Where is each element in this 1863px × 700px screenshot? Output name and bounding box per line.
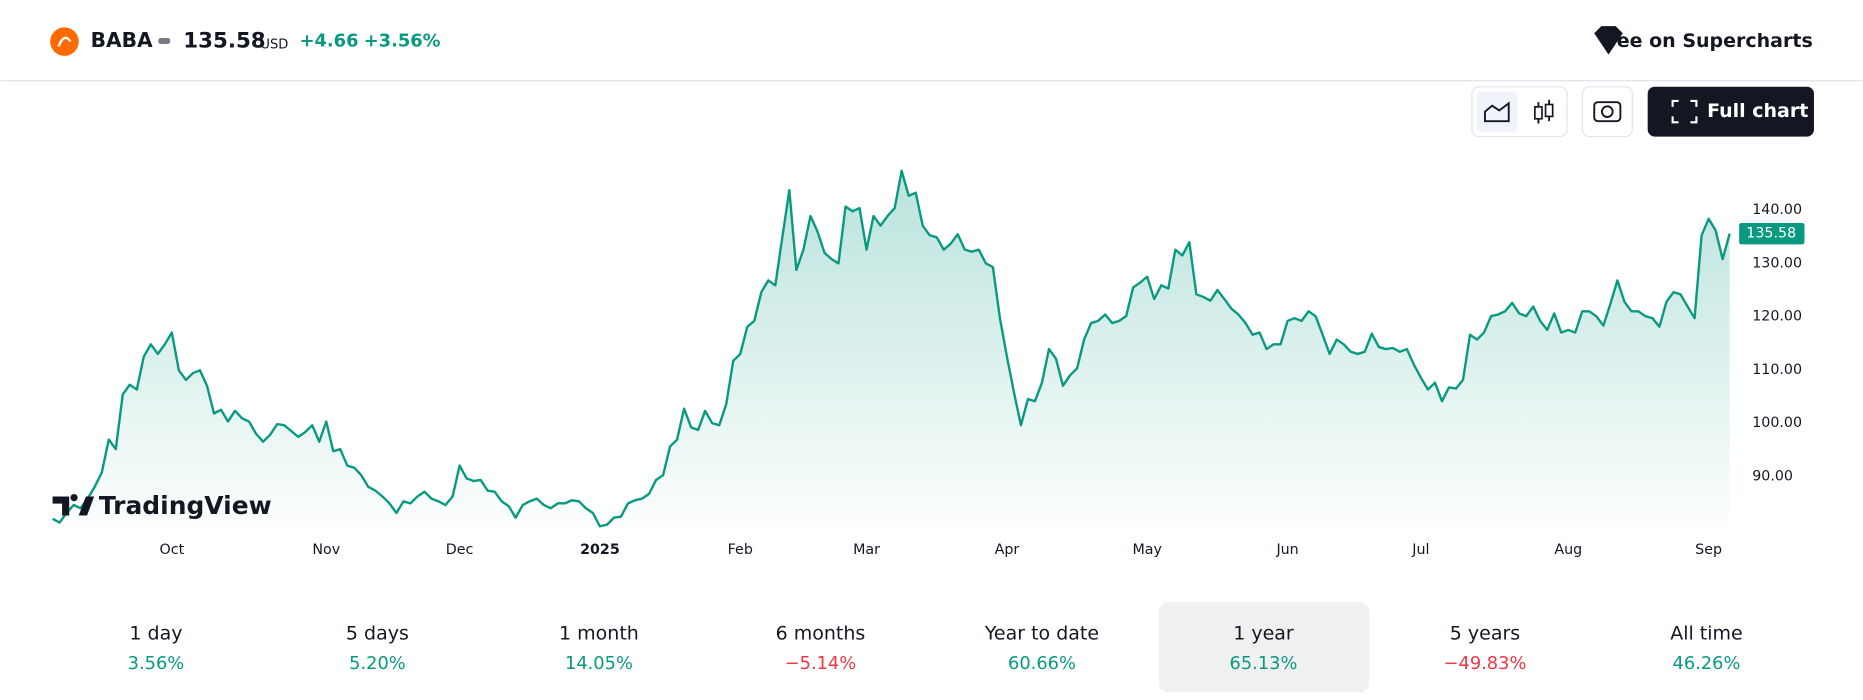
last-price-label: 135.58 xyxy=(1746,226,1796,242)
y-tick-label: 90.00 xyxy=(1752,468,1793,484)
plot: 90.00 100.00 110.00 120.00 130.00 140.00 Oct No… xyxy=(52,169,1805,558)
period-button[interactable] xyxy=(51,602,261,692)
period-button[interactable] xyxy=(716,602,926,692)
period-selected xyxy=(1158,602,1370,693)
change-percent: +3.56% xyxy=(364,31,441,52)
period-change: 60.66% xyxy=(1008,653,1076,674)
snapshot-button[interactable] xyxy=(1581,86,1633,138)
camera-icon xyxy=(1593,101,1622,123)
supercharts-icon[interactable] xyxy=(1594,26,1623,55)
x-tick-label: May xyxy=(1133,542,1163,558)
line-style-button[interactable] xyxy=(1476,91,1518,132)
period-change: −49.83% xyxy=(1444,653,1527,674)
camera-lens xyxy=(1601,105,1614,118)
x-tick-label: Mar xyxy=(853,542,880,558)
x-tick-label: Sep xyxy=(1695,542,1722,558)
period-button[interactable] xyxy=(494,602,704,692)
period-button[interactable] xyxy=(1380,602,1590,692)
price: 135.58 xyxy=(183,29,265,54)
symbol: BABA xyxy=(91,28,153,52)
market-status xyxy=(158,38,171,44)
y-tick-label: 130.00 xyxy=(1752,255,1802,271)
period-label: 1 day xyxy=(129,623,182,645)
y-tick-label: 110.00 xyxy=(1752,362,1802,378)
candle-body xyxy=(1534,106,1543,120)
period-change: 3.56% xyxy=(128,653,185,674)
y-tick-label: 140.00 xyxy=(1752,202,1802,218)
symbol-logo-mark xyxy=(57,36,72,47)
period-label: 1 month xyxy=(559,623,639,645)
x-tick-label: Dec xyxy=(446,542,474,558)
period-label: 5 days xyxy=(346,623,409,645)
period-change: 65.13% xyxy=(1230,653,1298,674)
x-tick-label: Oct xyxy=(160,542,185,558)
symbol-logo xyxy=(50,27,79,56)
x-tick-label: Jul xyxy=(1411,542,1429,558)
period-change: 14.05% xyxy=(565,653,633,674)
period-button[interactable] xyxy=(273,602,483,692)
x-tick-label: Apr xyxy=(995,542,1020,558)
period-change: −5.14% xyxy=(785,653,856,674)
tradingview-logo: TradingView xyxy=(99,491,272,520)
y-tick-label: 120.00 xyxy=(1752,309,1802,325)
line xyxy=(52,169,1731,528)
period-label: All time xyxy=(1670,623,1743,645)
full-chart-label: Full chart xyxy=(1707,100,1808,122)
period-label: 1 year xyxy=(1233,623,1294,645)
period-label: 6 months xyxy=(776,623,866,645)
periods: 1 day 3.56% 5 days 5.20% 1 month 14.05% 6 mont… xyxy=(51,602,1812,693)
period-change: 46.26% xyxy=(1673,653,1741,674)
period-label: Year to date xyxy=(984,623,1099,645)
change: +4.66 xyxy=(300,31,359,52)
x-tick-label: 2025 xyxy=(580,542,620,558)
period-button[interactable] xyxy=(1602,602,1812,692)
y-tick-label: 100.00 xyxy=(1752,415,1802,431)
last-price-badge xyxy=(1739,223,1805,245)
x-tick-label: Aug xyxy=(1554,542,1582,558)
fullscreen-icon xyxy=(1671,99,1698,124)
tradingview-logo-icon xyxy=(52,494,95,516)
period-button[interactable] xyxy=(1159,602,1369,692)
supercharts-link[interactable]: See on Supercharts xyxy=(1603,30,1813,52)
candle-body xyxy=(1544,103,1554,118)
full-chart-button[interactable] xyxy=(1647,86,1814,137)
area xyxy=(52,170,1730,530)
period-change: 5.20% xyxy=(349,653,406,674)
x-tick-label: Jun xyxy=(1275,542,1298,558)
line-style-icon xyxy=(1484,101,1510,123)
period-label: 5 years xyxy=(1450,623,1520,645)
period-button[interactable] xyxy=(937,602,1147,692)
currency: USD xyxy=(260,38,288,53)
x-tick-label: Feb xyxy=(728,542,753,558)
x-tick-label: Nov xyxy=(312,542,340,558)
